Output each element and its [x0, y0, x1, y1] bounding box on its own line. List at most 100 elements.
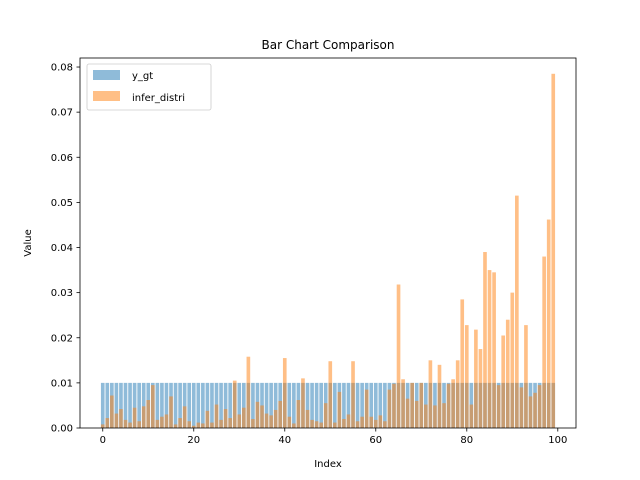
bar-y-gt-16: [173, 382, 178, 428]
bar-infer-distri-34: [255, 401, 260, 428]
bar-infer-distri-65: [396, 284, 401, 428]
bar-infer-distri-8: [137, 421, 141, 428]
bar-infer-distri-54: [346, 414, 351, 428]
bar-infer-distri-70: [419, 382, 424, 428]
bar-infer-distri-96: [537, 385, 542, 428]
bar-infer-distri-91: [515, 195, 519, 428]
bar-infer-distri-42: [292, 423, 296, 428]
x-axis-title: Index: [314, 459, 342, 470]
y-tick-label: 0.04: [51, 243, 73, 254]
chart-title: Bar Chart Comparison: [262, 38, 395, 52]
y-tick-label: 0.08: [51, 63, 73, 74]
bar-y-gt-62: [383, 382, 387, 428]
bar-infer-distri-7: [132, 407, 137, 428]
bar-y-gt-13: [160, 382, 164, 428]
bar-infer-distri-4: [119, 409, 123, 428]
bar-infer-distri-80: [464, 325, 469, 428]
bar-infer-distri-55: [351, 361, 355, 428]
bar-y-gt-51: [333, 382, 337, 428]
bar-y-gt-42: [292, 382, 296, 428]
y-tick-label: 0.02: [51, 333, 73, 344]
bar-infer-distri-23: [205, 410, 210, 428]
bar-infer-distri-57: [360, 416, 364, 428]
bar-infer-distri-24: [210, 422, 214, 428]
bar-infer-distri-76: [446, 383, 451, 428]
bar-infer-distri-94: [528, 396, 533, 428]
x-tick-label: 40: [278, 435, 291, 446]
legend-swatch-y-gt: [93, 70, 120, 80]
bar-infer-distri-33: [251, 418, 255, 428]
bar-infer-distri-14: [164, 414, 169, 428]
x-tick-label: 60: [369, 435, 382, 446]
bar-infer-distri-17: [178, 418, 182, 428]
bar-infer-distri-44: [301, 378, 305, 428]
bar-infer-distri-20: [191, 425, 196, 428]
bar-infer-distri-0: [100, 424, 105, 428]
bar-infer-distri-89: [505, 319, 510, 428]
bar-y-gt-8: [137, 382, 141, 428]
bar-infer-distri-99: [551, 73, 556, 428]
bar-infer-distri-83: [478, 349, 483, 428]
bar-y-gt-38: [273, 382, 278, 428]
y-tick-label: 0.00: [51, 424, 73, 435]
bar-y-gt-45: [305, 382, 310, 428]
bar-infer-distri-84: [483, 252, 487, 428]
legend-label-y-gt: y_gt: [132, 71, 153, 82]
bar-infer-distri-30: [237, 414, 242, 428]
bar-infer-distri-1: [105, 418, 110, 428]
bar-infer-distri-29: [232, 380, 237, 428]
bar-y-gt-7: [132, 382, 137, 428]
bar-y-gt-4: [119, 382, 123, 428]
bar-infer-distri-15: [169, 396, 173, 428]
plot-frame: [79, 57, 577, 429]
bar-infer-distri-67: [405, 398, 410, 428]
bar-infer-distri-81: [469, 404, 474, 428]
bar-infer-distri-25: [214, 404, 219, 428]
bar-infer-distri-12: [155, 419, 160, 428]
bar-infer-distri-16: [173, 424, 178, 428]
bar-y-gt-26: [219, 382, 223, 428]
bar-infer-distri-45: [305, 409, 310, 428]
bar-infer-distri-97: [542, 256, 546, 428]
bar-infer-distri-61: [378, 415, 383, 428]
legend: y_gt infer_distri: [86, 63, 212, 111]
legend-label-infer-distri: infer_distri: [132, 93, 185, 104]
y-tick-label: 0.05: [51, 198, 73, 209]
bar-infer-distri-90: [510, 292, 515, 428]
bar-infer-distri-59: [369, 416, 374, 428]
bar-y-gt-3: [114, 382, 119, 428]
bar-infer-distri-28: [228, 418, 232, 428]
bar-infer-distri-13: [160, 416, 164, 428]
bar-y-gt-22: [201, 382, 205, 428]
bar-infer-distri-27: [223, 409, 228, 428]
bar-infer-distri-5: [123, 419, 128, 428]
bar-infer-distri-58: [364, 389, 369, 428]
bar-infer-distri-39: [278, 400, 283, 428]
bar-infer-distri-88: [501, 335, 506, 428]
y-tick-label: 0.03: [51, 288, 73, 299]
bar-y-gt-21: [196, 382, 201, 428]
bar-y-gt-18: [182, 382, 187, 428]
bar-infer-distri-82: [474, 329, 478, 428]
bar-infer-distri-32: [246, 356, 251, 428]
bar-infer-distri-51: [333, 422, 337, 428]
bar-y-gt-5: [123, 382, 128, 428]
bar-infer-distri-37: [269, 415, 273, 428]
bar-infer-distri-92: [519, 387, 524, 428]
bar-infer-distri-73: [433, 405, 437, 428]
bar-y-gt-6: [128, 382, 132, 428]
bar-y-gt-0: [100, 382, 105, 428]
y-axis-title: Value: [23, 229, 34, 256]
y-tick-label: 0.07: [51, 108, 73, 119]
bar-infer-distri-85: [487, 270, 492, 428]
bar-infer-distri-60: [373, 419, 378, 428]
x-tick-label: 100: [548, 435, 567, 446]
bar-infer-distri-10: [146, 400, 151, 428]
x-axis-ticks: 0 20 40 60 80 100: [100, 428, 567, 446]
bar-infer-distri-72: [428, 360, 433, 428]
bar-infer-distri-75: [442, 403, 446, 428]
bar-infer-distri-62: [383, 421, 387, 428]
x-tick-label: 0: [100, 435, 106, 446]
bar-infer-distri-2: [110, 395, 114, 428]
bar-infer-distri-48: [319, 422, 323, 428]
